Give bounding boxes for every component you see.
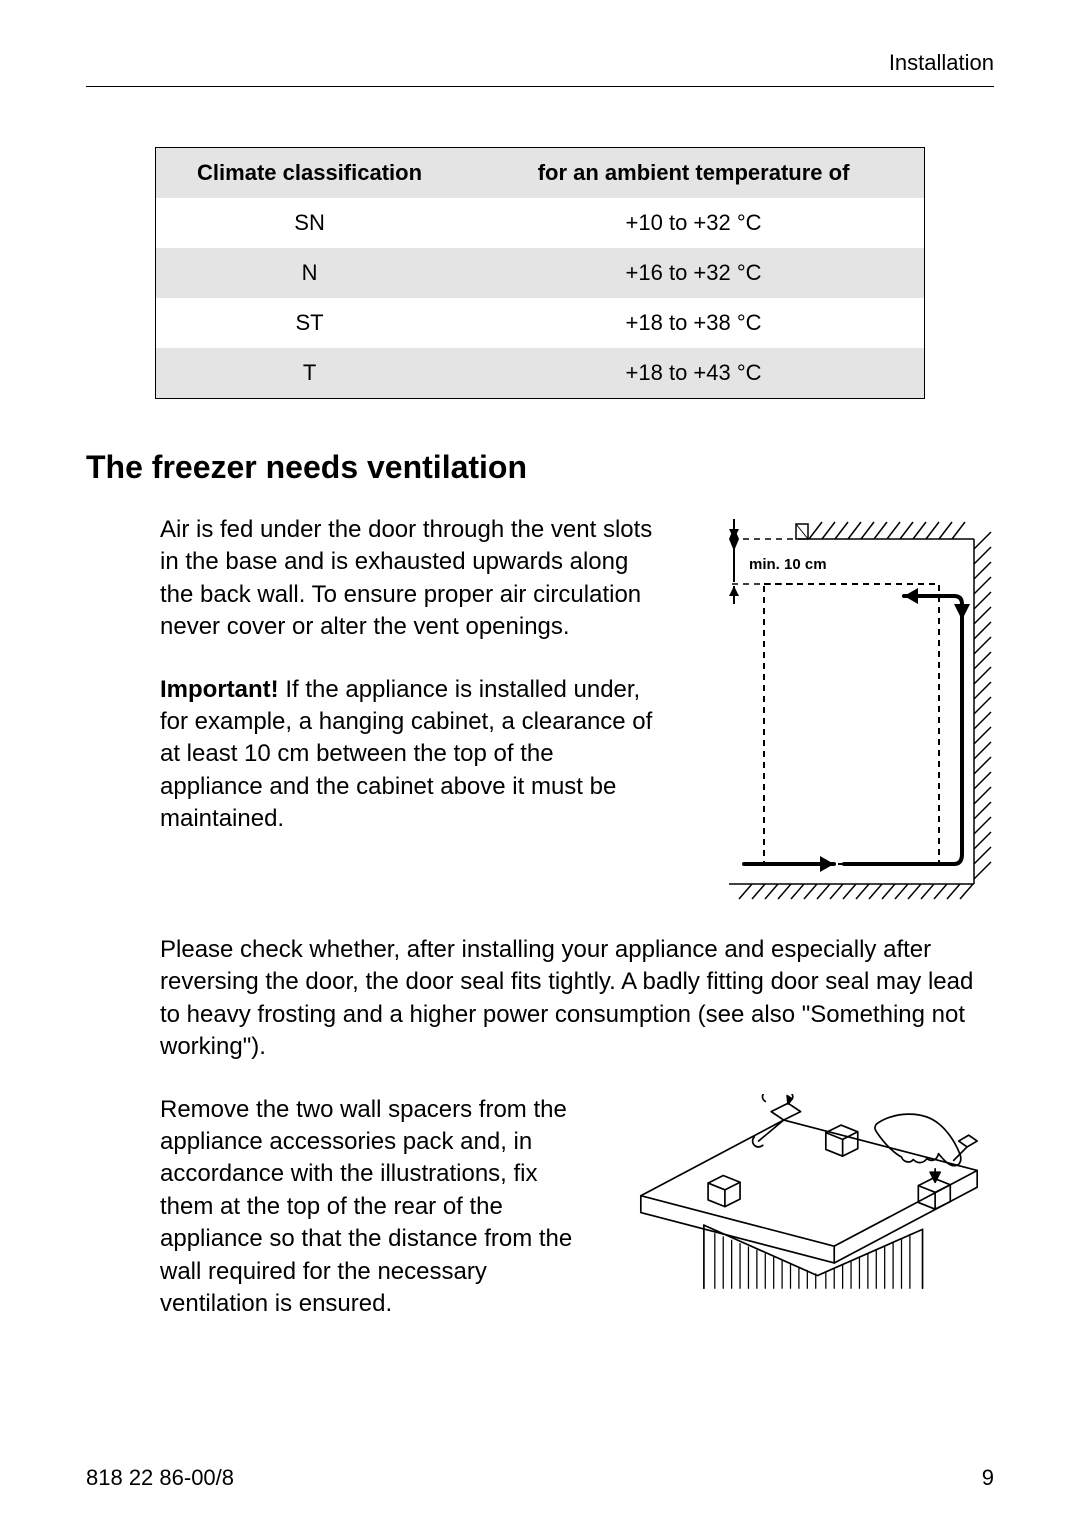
wall-spacers-diagram xyxy=(624,1094,994,1321)
section-heading: The freezer needs ventilation xyxy=(86,449,994,486)
table-row: SN +10 to +32 °C xyxy=(156,198,925,248)
footer-page-number: 9 xyxy=(982,1465,994,1491)
paragraph-door-seal: Please check whether, after installing y… xyxy=(160,934,994,1064)
paragraph-important: Important! If the appliance is installed… xyxy=(160,674,660,836)
clearance-label: min. 10 cm xyxy=(749,556,827,573)
cell-class: N xyxy=(156,248,464,298)
cell-class: SN xyxy=(156,198,464,248)
table-row: N +16 to +32 °C xyxy=(156,248,925,298)
climate-table: Climate classification for an ambient te… xyxy=(155,147,925,399)
cell-temp: +10 to +32 °C xyxy=(463,198,924,248)
header-rule xyxy=(86,86,994,87)
table-row: T +18 to +43 °C xyxy=(156,348,925,399)
table-header-classification: Climate classification xyxy=(156,148,464,199)
paragraph-wall-spacers: Remove the two wall spacers from the app… xyxy=(160,1094,594,1321)
footer-doc-number: 818 22 86-00/8 xyxy=(86,1465,234,1491)
cell-temp: +16 to +32 °C xyxy=(463,248,924,298)
ventilation-clearance-diagram: min. 10 cm xyxy=(694,514,994,904)
important-label: Important! xyxy=(160,676,279,703)
cell-class: T xyxy=(156,348,464,399)
cell-temp: +18 to +38 °C xyxy=(463,298,924,348)
header-section-label: Installation xyxy=(86,50,994,76)
table-header-temperature: for an ambient temperature of xyxy=(463,148,924,199)
paragraph-ventilation: Air is fed under the door through the ve… xyxy=(160,514,660,644)
table-row: ST +18 to +38 °C xyxy=(156,298,925,348)
cell-class: ST xyxy=(156,298,464,348)
cell-temp: +18 to +43 °C xyxy=(463,348,924,399)
